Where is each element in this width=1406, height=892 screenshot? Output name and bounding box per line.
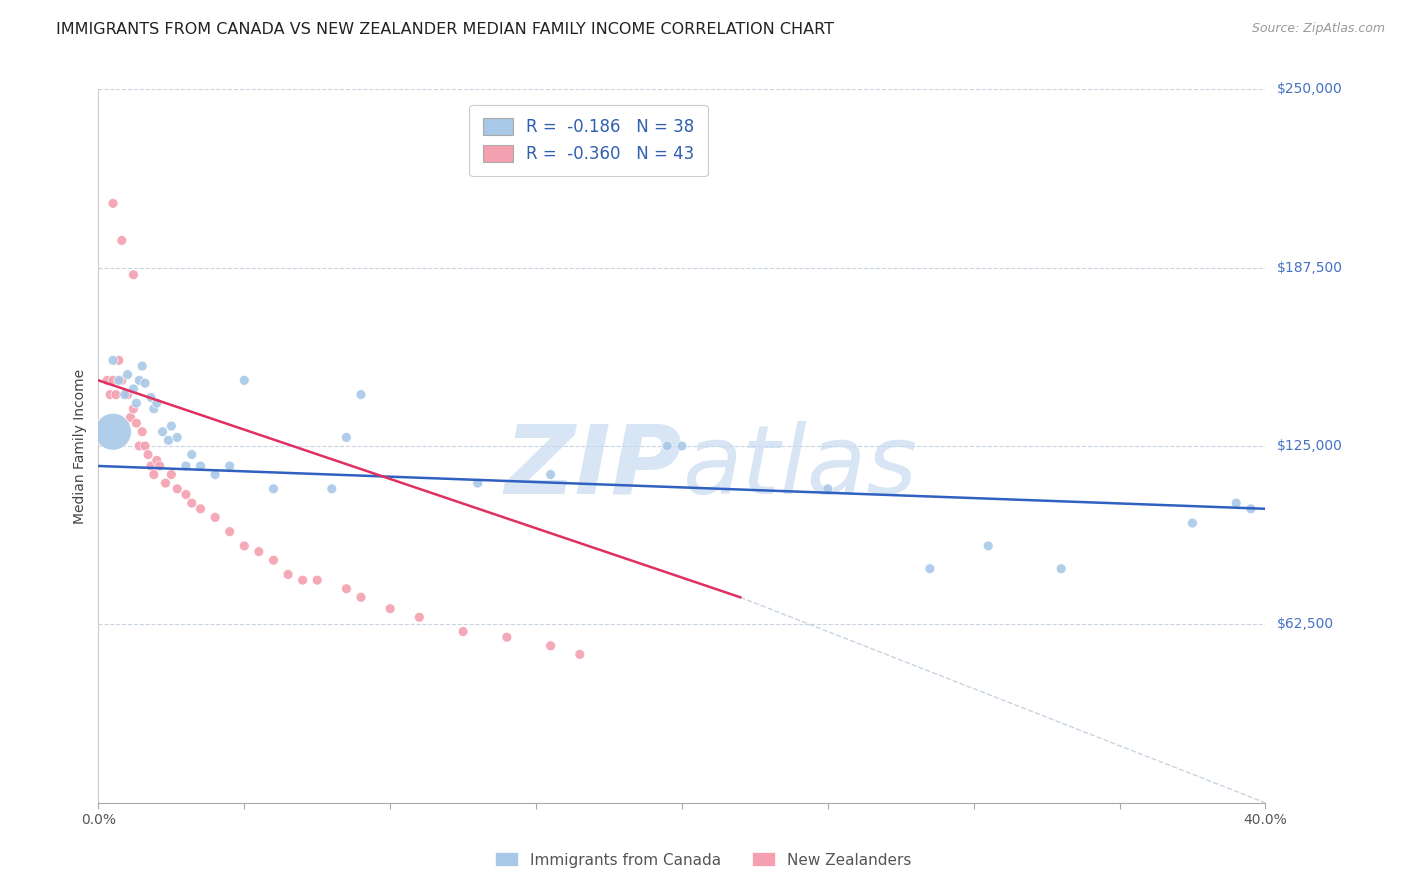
Point (350, 591, 373, 605)
Point (142, 467, 165, 482)
Point (101, 196, 124, 211)
Point (1181, 516, 1204, 530)
Point (1050, 562, 1073, 576)
Point (111, 234, 134, 248)
Text: Source: ZipAtlas.com: Source: ZipAtlas.com (1251, 22, 1385, 36)
Point (174, 487, 197, 501)
Point (101, 353, 124, 368)
Point (117, 368, 139, 382)
Point (568, 648, 591, 662)
Point (918, 562, 941, 576)
Point (451, 624, 474, 639)
Point (166, 430, 188, 444)
Point (335, 582, 357, 596)
Point (125, 396, 148, 410)
Point (321, 482, 343, 496)
Point (108, 373, 131, 387)
Point (180, 448, 202, 462)
Point (671, 439, 693, 453)
Point (190, 501, 212, 516)
Point (120, 410, 142, 425)
Point (139, 458, 162, 473)
Text: $62,500: $62,500 (1277, 617, 1334, 632)
Point (218, 458, 240, 473)
Point (122, 382, 145, 396)
Text: $125,000: $125,000 (1277, 439, 1343, 453)
Point (101, 373, 124, 387)
Point (111, 373, 134, 387)
Point (128, 439, 150, 453)
Y-axis label: Median Family Income: Median Family Income (73, 368, 87, 524)
Point (540, 467, 562, 482)
Point (125, 416, 148, 430)
Legend: R =  -0.186   N = 38, R =  -0.360   N = 43: R = -0.186 N = 38, R = -0.360 N = 43 (470, 104, 707, 176)
Point (408, 610, 430, 624)
Point (98, 387, 121, 401)
Point (262, 482, 284, 496)
Point (157, 434, 180, 448)
Point (247, 544, 270, 558)
Text: ZIP: ZIP (503, 421, 682, 514)
Point (104, 387, 127, 401)
Point (160, 467, 183, 482)
Point (817, 482, 839, 496)
Point (146, 453, 169, 467)
Point (122, 401, 145, 416)
Point (96, 373, 118, 387)
Point (467, 476, 489, 491)
Point (131, 425, 153, 439)
Point (131, 359, 153, 373)
Point (277, 567, 299, 582)
Point (142, 401, 165, 416)
Point (108, 353, 131, 368)
Point (152, 425, 174, 439)
Point (190, 458, 212, 473)
Point (146, 396, 169, 410)
Point (291, 573, 314, 587)
Point (139, 391, 162, 405)
Point (136, 448, 159, 462)
Point (204, 510, 226, 524)
Text: $250,000: $250,000 (1277, 82, 1343, 96)
Point (149, 458, 172, 473)
Point (128, 373, 150, 387)
Point (114, 387, 136, 401)
Legend: Immigrants from Canada, New Zealanders: Immigrants from Canada, New Zealanders (489, 847, 917, 873)
Point (335, 430, 357, 444)
Point (180, 496, 202, 510)
Point (101, 425, 124, 439)
Point (262, 553, 284, 567)
Point (1225, 496, 1247, 510)
Point (977, 539, 1000, 553)
Text: IMMIGRANTS FROM CANADA VS NEW ZEALANDER MEDIAN FAMILY INCOME CORRELATION CHART: IMMIGRANTS FROM CANADA VS NEW ZEALANDER … (56, 22, 834, 37)
Point (174, 458, 197, 473)
Point (233, 373, 256, 387)
Point (117, 387, 139, 401)
Point (1240, 501, 1263, 516)
Point (540, 639, 562, 653)
Point (380, 601, 402, 615)
Point (657, 439, 679, 453)
Point (204, 467, 226, 482)
Point (122, 268, 145, 282)
Point (166, 482, 188, 496)
Point (155, 476, 177, 491)
Point (134, 439, 156, 453)
Point (134, 376, 156, 391)
Point (233, 539, 256, 553)
Point (496, 630, 519, 644)
Text: $187,500: $187,500 (1277, 260, 1343, 275)
Point (307, 573, 329, 587)
Point (218, 524, 240, 539)
Point (160, 419, 183, 434)
Text: atlas: atlas (682, 421, 917, 514)
Point (350, 387, 373, 401)
